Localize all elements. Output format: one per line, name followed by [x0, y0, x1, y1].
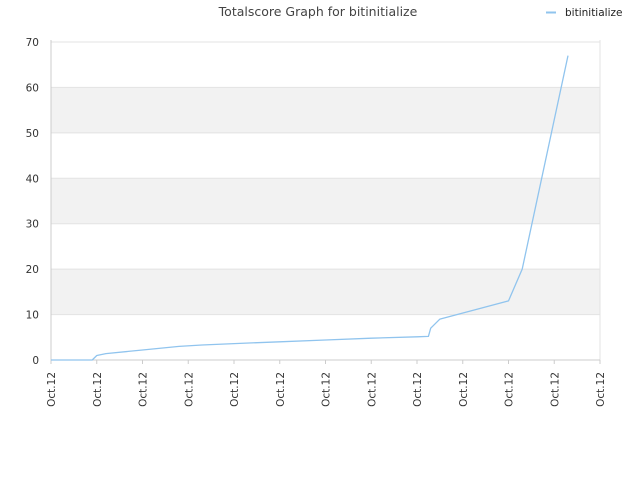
x-tick-label: Oct.12: [595, 372, 607, 407]
x-tick-label: Oct.12: [458, 372, 470, 407]
x-tick-label: Oct.12: [549, 372, 561, 407]
x-tick-label: Oct.12: [321, 372, 333, 407]
x-tick-label: Oct.12: [504, 372, 516, 407]
grid-band: [51, 87, 600, 133]
y-tick-label: 30: [26, 219, 39, 231]
grid-bands: [51, 87, 600, 315]
grid-band: [51, 178, 600, 224]
y-tick-label: 0: [32, 355, 39, 367]
legend-label: bitinitialize: [565, 7, 622, 19]
x-tick-label: Oct.12: [138, 372, 150, 407]
x-tick-label: Oct.12: [183, 372, 195, 407]
y-tick-label: 60: [26, 82, 39, 94]
series-layer: [51, 55, 569, 361]
series-line-bitinitialize: [51, 55, 569, 361]
chart-title: Totalscore Graph for bitinitialize: [218, 4, 418, 19]
x-axis-ticks: Oct.12 Oct.12 Oct.12 Oct.12 Oct.12 Oct.12 Oct.…: [46, 360, 607, 407]
legend: bitinitialize: [546, 7, 622, 19]
x-tick-label: Oct.12: [92, 372, 104, 407]
y-tick-label: 40: [26, 173, 39, 185]
x-tick-label: Oct.12: [366, 372, 378, 407]
x-tick-label: Oct.12: [229, 372, 241, 407]
y-tick-label: 20: [26, 264, 39, 276]
x-tick-label: Oct.12: [412, 372, 424, 407]
y-tick-label: 10: [26, 310, 39, 322]
y-axis-ticks: 0 10 20 30 40 50 60 70: [26, 37, 39, 367]
y-tick-label: 70: [26, 37, 39, 49]
x-tick-label: Oct.12: [46, 372, 58, 407]
grid-band: [51, 269, 600, 315]
x-tick-label: Oct.12: [275, 372, 287, 407]
y-tick-label: 50: [26, 128, 39, 140]
